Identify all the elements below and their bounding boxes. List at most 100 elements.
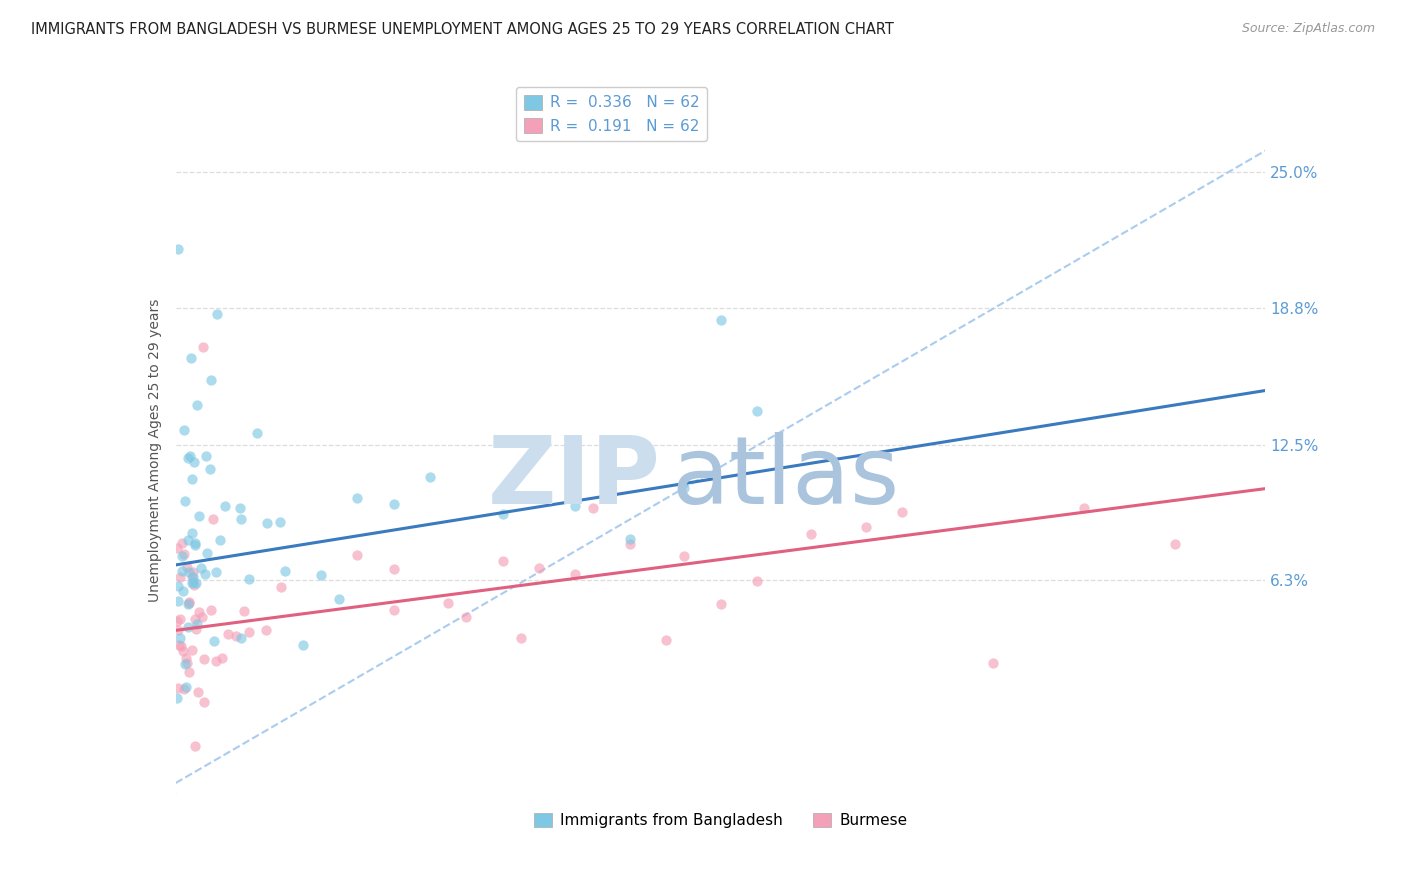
Point — [172, 583, 194, 598]
Point — [346, 491, 368, 505]
Y-axis label: Unemployment Among Ages 25 to 29 years: Unemployment Among Ages 25 to 29 years — [148, 299, 162, 602]
Point — [527, 560, 550, 574]
Point — [492, 507, 515, 521]
Point — [167, 681, 190, 696]
Point — [800, 527, 823, 541]
Point — [177, 595, 200, 609]
Point — [166, 614, 188, 628]
Point — [382, 603, 405, 617]
Point — [346, 549, 368, 563]
Point — [200, 603, 222, 617]
Point — [183, 612, 205, 626]
Point — [619, 537, 641, 551]
Point — [188, 605, 211, 619]
Point — [167, 242, 190, 256]
Point — [1073, 501, 1095, 516]
Point — [1163, 537, 1185, 551]
Point — [673, 549, 696, 563]
Point — [891, 506, 914, 520]
Point — [181, 565, 204, 579]
Point — [328, 592, 350, 607]
Point — [382, 562, 405, 576]
Point — [181, 472, 204, 486]
Point — [173, 681, 195, 696]
Point — [187, 685, 209, 699]
Point — [981, 656, 1004, 670]
Point — [200, 373, 222, 387]
Point — [186, 616, 208, 631]
Point — [179, 449, 201, 463]
Point — [745, 404, 768, 418]
Point — [231, 512, 253, 526]
Point — [229, 631, 252, 645]
Point — [205, 307, 228, 321]
Point — [172, 644, 194, 658]
Point — [183, 538, 205, 552]
Point — [166, 541, 188, 555]
Point — [181, 569, 204, 583]
Point — [176, 560, 198, 574]
Point — [710, 313, 733, 327]
Point — [437, 596, 460, 610]
Point — [225, 629, 247, 643]
Point — [419, 470, 441, 484]
Point — [619, 533, 641, 547]
Point — [456, 609, 478, 624]
Point — [166, 579, 188, 593]
Point — [204, 654, 226, 668]
Point — [184, 575, 207, 590]
Point — [254, 624, 277, 638]
Point — [238, 572, 260, 586]
Point — [166, 623, 188, 637]
Point — [492, 554, 515, 568]
Text: ZIP: ZIP — [488, 432, 661, 524]
Point — [209, 533, 232, 548]
Point — [710, 597, 733, 611]
Point — [183, 570, 205, 584]
Point — [170, 640, 193, 654]
Point — [167, 638, 190, 652]
Point — [564, 566, 586, 581]
Point — [214, 499, 236, 513]
Point — [204, 565, 226, 579]
Point — [186, 398, 208, 412]
Point — [169, 570, 191, 584]
Point — [193, 695, 215, 709]
Point — [194, 566, 217, 581]
Point — [172, 564, 194, 578]
Point — [181, 574, 204, 589]
Point — [180, 351, 202, 365]
Point — [166, 594, 188, 608]
Point — [195, 546, 218, 560]
Point — [217, 627, 239, 641]
Point — [270, 580, 292, 594]
Point — [291, 638, 314, 652]
Point — [509, 631, 531, 645]
Point — [229, 500, 252, 515]
Point — [169, 612, 191, 626]
Point — [274, 565, 297, 579]
Point — [582, 500, 605, 515]
Point — [176, 657, 198, 671]
Point — [172, 536, 194, 550]
Point — [177, 596, 200, 610]
Point — [169, 631, 191, 645]
Point — [174, 651, 197, 665]
Point — [183, 536, 205, 550]
Point — [177, 450, 200, 465]
Point — [177, 533, 200, 547]
Point — [202, 512, 225, 526]
Point — [173, 494, 195, 508]
Point — [177, 565, 200, 579]
Point — [183, 739, 205, 753]
Point — [170, 549, 193, 564]
Point — [233, 604, 256, 618]
Text: IMMIGRANTS FROM BANGLADESH VS BURMESE UNEMPLOYMENT AMONG AGES 25 TO 29 YEARS COR: IMMIGRANTS FROM BANGLADESH VS BURMESE UN… — [31, 22, 894, 37]
Point — [256, 516, 278, 530]
Point — [190, 610, 212, 624]
Point — [166, 690, 188, 705]
Point — [564, 500, 586, 514]
Point — [181, 576, 204, 591]
Point — [181, 526, 204, 541]
Point — [193, 651, 215, 665]
